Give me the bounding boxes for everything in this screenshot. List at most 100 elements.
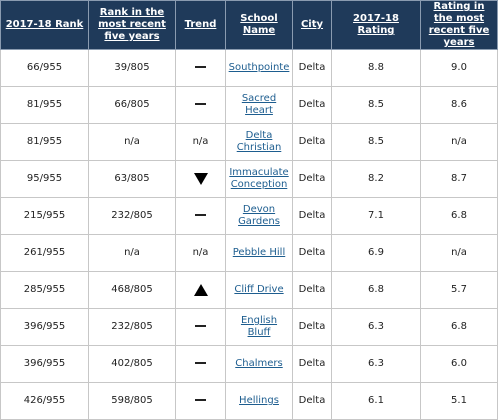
rating-cell: 6.9 xyxy=(331,234,421,272)
rating-recent-cell: 5.1 xyxy=(420,382,498,420)
table-row: 66/955 39/805 Southpointe Delta 8.8 9.0 xyxy=(0,49,498,87)
school-cell: Chalmers xyxy=(225,345,293,383)
trend-text: n/a xyxy=(192,136,209,147)
school-cell: Devon Gardens xyxy=(225,197,293,235)
rating-recent-cell: 8.6 xyxy=(420,86,498,124)
school-cell: Hellings xyxy=(225,382,293,420)
header-trend[interactable]: Trend xyxy=(175,0,226,50)
table-row: 396/955 232/805 English Bluff Delta 6.3 6.8 xyxy=(0,308,498,346)
rank-cell: 81/955 xyxy=(0,86,89,124)
rating-recent-cell: 8.7 xyxy=(420,160,498,198)
rank-recent-cell: 232/805 xyxy=(88,308,176,346)
rating-cell: 8.5 xyxy=(331,123,421,161)
school-cell: Sacred Heart xyxy=(225,86,293,124)
trend-cell xyxy=(175,345,226,383)
rank-cell: 215/955 xyxy=(0,197,89,235)
city-cell: Delta xyxy=(292,49,332,87)
table-row: 215/955 232/805 Devon Gardens Delta 7.1 6.8 xyxy=(0,197,498,235)
table-row: 81/955 66/805 Sacred Heart Delta 8.5 8.6 xyxy=(0,86,498,124)
school-cell: Pebble Hill xyxy=(225,234,293,272)
rank-cell: 81/955 xyxy=(0,123,89,161)
rank-recent-cell: 468/805 xyxy=(88,271,176,309)
trend-cell: n/a xyxy=(175,123,226,161)
rating-cell: 8.8 xyxy=(331,49,421,87)
rating-recent-cell: 6.0 xyxy=(420,345,498,383)
city-cell: Delta xyxy=(292,123,332,161)
trend-text: n/a xyxy=(192,247,209,258)
trend-cell xyxy=(175,197,226,235)
trend-flat-icon xyxy=(195,362,206,364)
rank-cell: 396/955 xyxy=(0,345,89,383)
rating-cell: 6.3 xyxy=(331,345,421,383)
school-link[interactable]: Chalmers xyxy=(235,358,283,369)
rating-cell: 6.1 xyxy=(331,382,421,420)
table-header-row: 2017-18 Rank Rank in the most recent fiv… xyxy=(0,0,498,50)
trend-cell xyxy=(175,49,226,87)
rank-cell: 95/955 xyxy=(0,160,89,198)
table-body: 66/955 39/805 Southpointe Delta 8.8 9.0 81/955… xyxy=(0,49,498,420)
rank-cell: 285/955 xyxy=(0,271,89,309)
city-cell: Delta xyxy=(292,382,332,420)
rank-recent-cell: 598/805 xyxy=(88,382,176,420)
school-cell: Cliff Drive xyxy=(225,271,293,309)
rank-cell: 261/955 xyxy=(0,234,89,272)
school-link[interactable]: English Bluff xyxy=(240,315,278,338)
school-cell: Southpointe xyxy=(225,49,293,87)
header-rating-recent[interactable]: Rating in the most recent five years xyxy=(420,0,498,50)
table-row: 95/955 63/805 Immaculate Conception Delta 8.… xyxy=(0,160,498,198)
school-link[interactable]: Southpointe xyxy=(228,62,290,73)
rank-recent-cell: 232/805 xyxy=(88,197,176,235)
school-link[interactable]: Immaculate Conception xyxy=(229,167,289,190)
header-city[interactable]: City xyxy=(292,0,332,50)
school-link[interactable]: Cliff Drive xyxy=(234,284,284,295)
city-cell: Delta xyxy=(292,308,332,346)
rank-recent-cell: 39/805 xyxy=(88,49,176,87)
trend-flat-icon xyxy=(195,399,206,401)
city-cell: Delta xyxy=(292,160,332,198)
trend-flat-icon xyxy=(195,103,206,105)
header-school-name[interactable]: School Name xyxy=(225,0,293,50)
table-row: 426/955 598/805 Hellings Delta 6.1 5.1 xyxy=(0,382,498,420)
header-rank-recent[interactable]: Rank in the most recent five years xyxy=(88,0,176,50)
rating-recent-cell: 6.8 xyxy=(420,308,498,346)
city-cell: Delta xyxy=(292,86,332,124)
trend-flat-icon xyxy=(195,66,206,68)
trend-cell: n/a xyxy=(175,234,226,272)
school-link[interactable]: Hellings xyxy=(239,395,279,406)
rating-recent-cell: n/a xyxy=(420,234,498,272)
trend-cell xyxy=(175,382,226,420)
rank-recent-cell: 402/805 xyxy=(88,345,176,383)
city-cell: Delta xyxy=(292,197,332,235)
school-cell: Immaculate Conception xyxy=(225,160,293,198)
rating-cell: 6.8 xyxy=(331,271,421,309)
table-row: 285/955 468/805 Cliff Drive Delta 6.8 5.7 xyxy=(0,271,498,309)
trend-cell xyxy=(175,308,226,346)
trend-up-icon xyxy=(193,283,208,296)
city-cell: Delta xyxy=(292,234,332,272)
school-link[interactable]: Pebble Hill xyxy=(232,247,286,258)
rank-cell: 66/955 xyxy=(0,49,89,87)
school-link[interactable]: Delta Christian xyxy=(236,130,282,153)
trend-cell xyxy=(175,86,226,124)
rating-recent-cell: 6.8 xyxy=(420,197,498,235)
rating-recent-cell: n/a xyxy=(420,123,498,161)
rank-cell: 396/955 xyxy=(0,308,89,346)
rank-recent-cell: n/a xyxy=(88,234,176,272)
rating-recent-cell: 5.7 xyxy=(420,271,498,309)
rating-cell: 8.5 xyxy=(331,86,421,124)
trend-flat-icon xyxy=(195,325,206,327)
trend-cell xyxy=(175,271,226,309)
rating-recent-cell: 9.0 xyxy=(420,49,498,87)
rank-recent-cell: n/a xyxy=(88,123,176,161)
school-link[interactable]: Sacred Heart xyxy=(241,93,277,116)
school-link[interactable]: Devon Gardens xyxy=(238,204,280,227)
trend-flat-icon xyxy=(195,214,206,216)
rating-cell: 8.2 xyxy=(331,160,421,198)
header-rank[interactable]: 2017-18 Rank xyxy=(0,0,89,50)
rating-cell: 6.3 xyxy=(331,308,421,346)
rank-recent-cell: 66/805 xyxy=(88,86,176,124)
trend-cell xyxy=(175,160,226,198)
rank-cell: 426/955 xyxy=(0,382,89,420)
header-rating[interactable]: 2017-18 Rating xyxy=(331,0,421,50)
